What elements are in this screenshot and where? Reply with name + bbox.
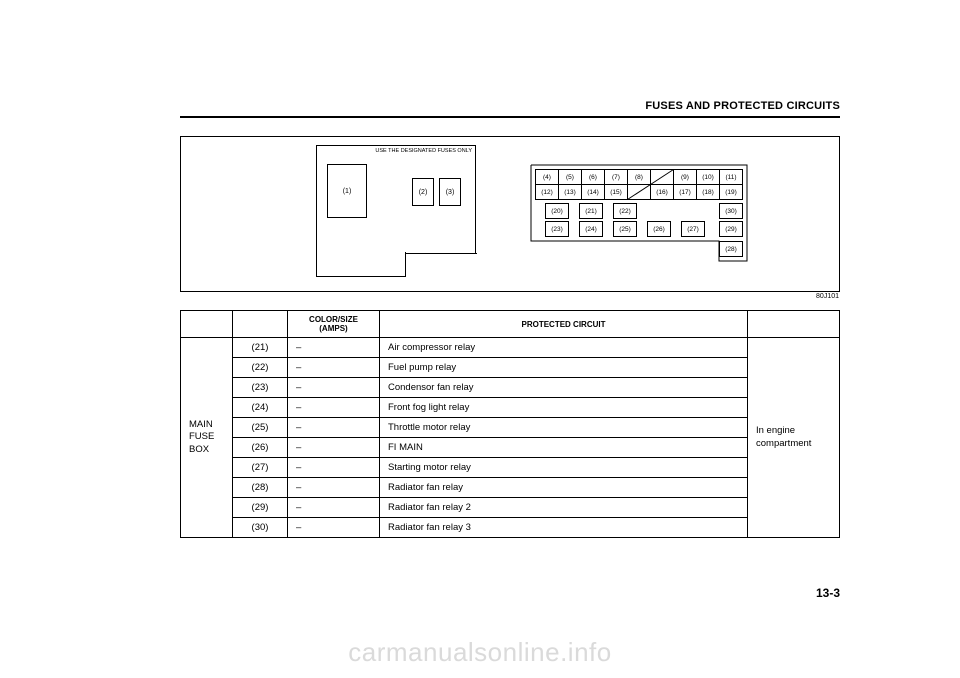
row-circuit: Starting motor relay (380, 458, 748, 478)
header-blank-3 (748, 311, 840, 338)
table-row: MAIN FUSE BOX (21) – Air compressor rela… (181, 338, 840, 358)
fuse-grid: (4) (5) (6) (7) (8) (9) (10) (11) (12) (… (529, 163, 751, 263)
grid-cell: (27) (681, 221, 705, 237)
grid-cell: (23) (545, 221, 569, 237)
table-row: (26) – FI MAIN (181, 438, 840, 458)
table-row: (30) – Radiator fan relay 3 (181, 518, 840, 538)
row-size: – (288, 478, 380, 498)
row-circuit: Radiator fan relay (380, 478, 748, 498)
grid-cell: (9) (673, 169, 697, 185)
header-size: COLOR/SIZE (AMPS) (288, 311, 380, 338)
diagram-frame: 80J101 USE THE DESIGNATED FUSES ONLY (1)… (180, 136, 840, 292)
grid-cell: (18) (696, 184, 720, 200)
table-row: (28) – Radiator fan relay (181, 478, 840, 498)
row-circuit: Front fog light relay (380, 398, 748, 418)
row-size: – (288, 458, 380, 478)
row-num: (23) (233, 378, 288, 398)
row-num: (30) (233, 518, 288, 538)
page-number: 13-3 (816, 586, 840, 600)
grid-cell: (29) (719, 221, 743, 237)
left-panel-outline: USE THE DESIGNATED FUSES ONLY (1) (2) (3… (316, 145, 476, 253)
row-circuit: Air compressor relay (380, 338, 748, 358)
fuse-table: COLOR/SIZE (AMPS) PROTECTED CIRCUIT MAIN… (180, 310, 840, 538)
header-blank-2 (233, 311, 288, 338)
grid-cell: (24) (579, 221, 603, 237)
watermark: carmanualsonline.info (0, 637, 960, 668)
grid-cell: (21) (579, 203, 603, 219)
row-size: – (288, 378, 380, 398)
row-size: – (288, 418, 380, 438)
diagram-note: USE THE DESIGNATED FUSES ONLY (375, 148, 472, 154)
left-panel-edge (403, 253, 477, 254)
row-size: – (288, 438, 380, 458)
header-rule (180, 116, 840, 118)
fuse-slot-3: (3) (439, 178, 461, 206)
row-size: – (288, 338, 380, 358)
table-row: (24) – Front fog light relay (181, 398, 840, 418)
row-circuit: Condensor fan relay (380, 378, 748, 398)
grid-cell: (10) (696, 169, 720, 185)
grid-cell-blank (627, 184, 651, 200)
table-row: (25) – Throttle motor relay (181, 418, 840, 438)
row-num: (24) (233, 398, 288, 418)
grid-cell: (22) (613, 203, 637, 219)
row-size: – (288, 398, 380, 418)
row-size: – (288, 358, 380, 378)
fuse-slot-1: (1) (327, 164, 367, 218)
grid-cell: (17) (673, 184, 697, 200)
row-size: – (288, 498, 380, 518)
grid-cell: (4) (535, 169, 559, 185)
diagram-id: 80J101 (816, 293, 839, 300)
grid-cell: (8) (627, 169, 651, 185)
table-row: (29) – Radiator fan relay 2 (181, 498, 840, 518)
row-num: (29) (233, 498, 288, 518)
row-num: (28) (233, 478, 288, 498)
row-num: (27) (233, 458, 288, 478)
grid-cell: (26) (647, 221, 671, 237)
row-num: (26) (233, 438, 288, 458)
grid-cell: (11) (719, 169, 743, 185)
table-row: (23) – Condensor fan relay (181, 378, 840, 398)
grid-cell-blank (650, 169, 674, 185)
section-title: FUSES AND PROTECTED CIRCUITS (180, 100, 840, 112)
table-row: (27) – Starting motor relay (181, 458, 840, 478)
grid-cell: (6) (581, 169, 605, 185)
grid-cell: (19) (719, 184, 743, 200)
fuse-slot-2: (2) (412, 178, 434, 206)
grid-cell: (25) (613, 221, 637, 237)
grid-cell: (12) (535, 184, 559, 200)
grid-cell: (7) (604, 169, 628, 185)
row-num: (21) (233, 338, 288, 358)
fuse-box-label: MAIN FUSE BOX (181, 338, 233, 538)
grid-cell: (14) (581, 184, 605, 200)
row-circuit: FI MAIN (380, 438, 748, 458)
grid-cell: (16) (650, 184, 674, 200)
row-circuit: Radiator fan relay 3 (380, 518, 748, 538)
grid-cell: (20) (545, 203, 569, 219)
header-blank-1 (181, 311, 233, 338)
header-circuit: PROTECTED CIRCUIT (380, 311, 748, 338)
row-size: – (288, 518, 380, 538)
grid-cell: (15) (604, 184, 628, 200)
fuse-table-wrap: COLOR/SIZE (AMPS) PROTECTED CIRCUIT MAIN… (180, 310, 840, 538)
grid-cell: (5) (558, 169, 582, 185)
table-header-row: COLOR/SIZE (AMPS) PROTECTED CIRCUIT (181, 311, 840, 338)
row-num: (22) (233, 358, 288, 378)
row-num: (25) (233, 418, 288, 438)
grid-cell: (13) (558, 184, 582, 200)
page: FUSES AND PROTECTED CIRCUITS 80J101 USE … (180, 100, 840, 538)
location-label: In engine compartment (748, 338, 840, 538)
grid-cell: (30) (719, 203, 743, 219)
row-circuit: Fuel pump relay (380, 358, 748, 378)
grid-cell: (28) (719, 241, 743, 257)
row-circuit: Radiator fan relay 2 (380, 498, 748, 518)
table-row: (22) – Fuel pump relay (181, 358, 840, 378)
row-circuit: Throttle motor relay (380, 418, 748, 438)
